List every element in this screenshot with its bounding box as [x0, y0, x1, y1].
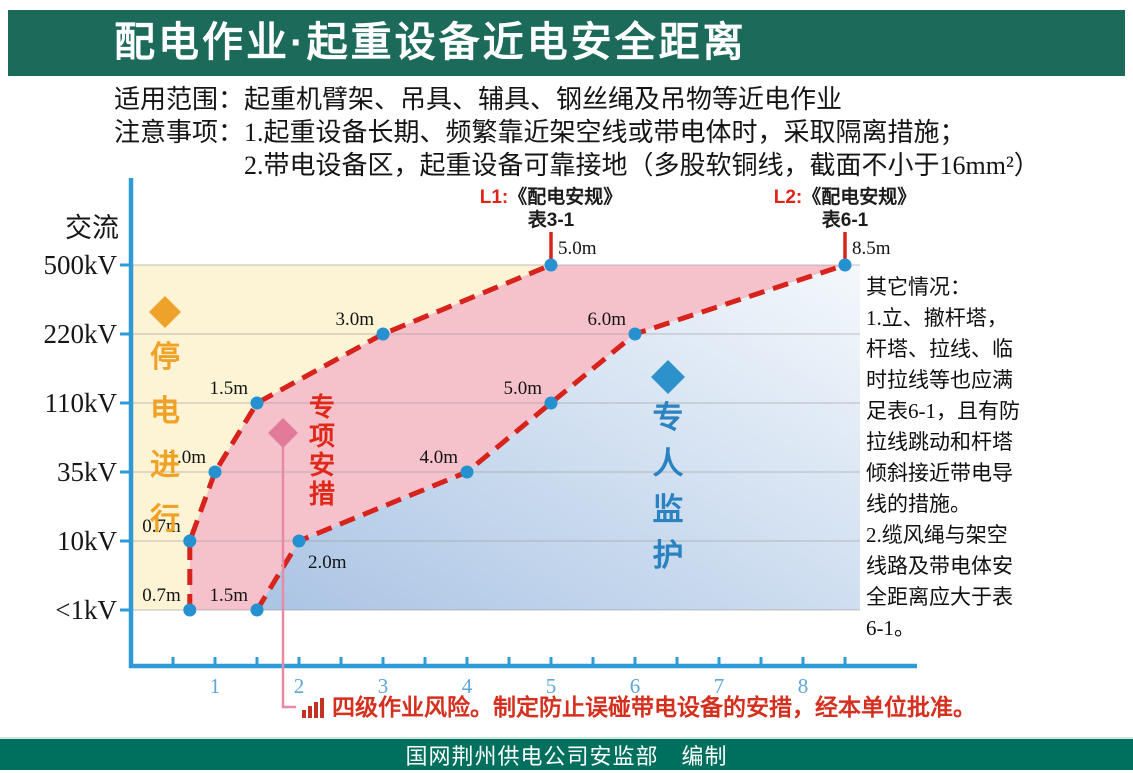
footer-text: 国网荆州供电公司安监部 编制 — [405, 743, 728, 769]
data-point-label: 8.5m — [852, 238, 891, 259]
other-cases-notes: 其它情况： 1.立、撤杆塔， 杆塔、拉线、临 时拉线等也应满 足表6-1，且有防… — [866, 275, 1020, 640]
data-point — [183, 603, 197, 617]
data-point-label: 1.5m — [209, 585, 248, 606]
l2-table-ref: 表6-1 — [821, 210, 869, 231]
y-tick-label: 10kV — [57, 526, 118, 556]
data-point — [460, 465, 474, 479]
header-notes: 适用范围：起重机臂架、吊具、辅具、钢丝绳及吊物等近电作业 注意事项：1.起重设备… — [114, 83, 1040, 182]
y-tick-label: 110kV — [45, 388, 118, 418]
region-label-special-measures: 专 项 安 措 — [308, 393, 335, 509]
l1-table-ref: 表3-1 — [527, 210, 575, 231]
l1-id-label: L1: — [479, 187, 509, 208]
risk-connector-line — [281, 447, 296, 709]
data-point — [628, 327, 642, 341]
y-axis-title: 交流 — [65, 213, 119, 243]
data-point — [250, 396, 264, 410]
risk-note: 四级作业风险。制定防止误碰带电设备的安措，经本单位批准。 — [302, 688, 976, 722]
x-tick-label: 1 — [210, 674, 221, 698]
data-point — [376, 327, 390, 341]
data-point — [250, 603, 264, 617]
region-label-dedicated-guard: 专 人 监 护 — [652, 400, 684, 573]
caution-note-1: 注意事项：1.起重设备长期、频繁靠近架空线或带电体时，采取隔离措施； — [114, 118, 966, 147]
l2-id-label: L2: — [773, 187, 803, 208]
region-diamond-icon — [149, 296, 181, 328]
l1-reference-line1: L1:《配电安规》 — [480, 186, 623, 209]
data-point-label: 5.0m — [558, 238, 597, 259]
data-point — [183, 534, 197, 548]
y-tick-label: 220kV — [44, 319, 118, 349]
data-point-label: 1.5m — [209, 378, 248, 399]
l1-reference-title: 《配电安规》 — [508, 187, 623, 208]
data-point-label: 2.0m — [308, 552, 347, 573]
data-point-label: 0.7m — [142, 585, 181, 606]
data-point-label: 5.0m — [503, 378, 542, 399]
y-tick-label: 500kV — [44, 250, 118, 280]
data-point-label: 4.0m — [419, 447, 458, 468]
region-diamond-icon — [268, 418, 298, 448]
region-outage-area — [131, 265, 551, 610]
title-bar: 配电作业·起重设备近电安全距离 — [8, 10, 1125, 76]
data-point — [838, 258, 852, 272]
footer-bar: 国网荆州供电公司安监部 编制 — [0, 737, 1133, 770]
region-label-outage: 停 电 进 行 — [150, 341, 180, 536]
series-line-l1 — [187, 262, 552, 610]
risk-note-text: 四级作业风险。制定防止误碰带电设备的安措，经本单位批准。 — [332, 695, 976, 720]
y-tick-label: 35kV — [57, 457, 118, 487]
l2-annotation: L2:《配电安规》 表6-1 — [774, 186, 917, 232]
caution-note-2: 2.带电设备区，起重设备可靠接地（多股软铜线，截面不小于16mm²） — [244, 151, 1040, 180]
l2-reference-title: 《配电安规》 — [802, 187, 917, 208]
region-special-measures-area — [189, 265, 846, 610]
l2-reference-line1: L2:《配电安规》 — [774, 186, 917, 209]
data-point — [292, 534, 306, 548]
l1-annotation: L1:《配电安规》 表3-1 — [480, 186, 623, 232]
series-line-l2 — [254, 262, 846, 612]
region-diamond-icon — [651, 360, 685, 394]
y-tick-label: <1kV — [55, 595, 117, 625]
data-point — [544, 258, 558, 272]
data-point — [544, 396, 558, 410]
data-point-label: 3.0m — [335, 309, 374, 330]
risk-level-bars-icon — [302, 698, 324, 722]
region-guard-area — [257, 265, 860, 610]
scope-note: 适用范围：起重机臂架、吊具、辅具、钢丝绳及吊物等近电作业 — [114, 85, 843, 114]
page-title: 配电作业·起重设备近电安全距离 — [114, 19, 747, 65]
data-point — [208, 465, 222, 479]
data-point-label: 6.0m — [587, 309, 626, 330]
